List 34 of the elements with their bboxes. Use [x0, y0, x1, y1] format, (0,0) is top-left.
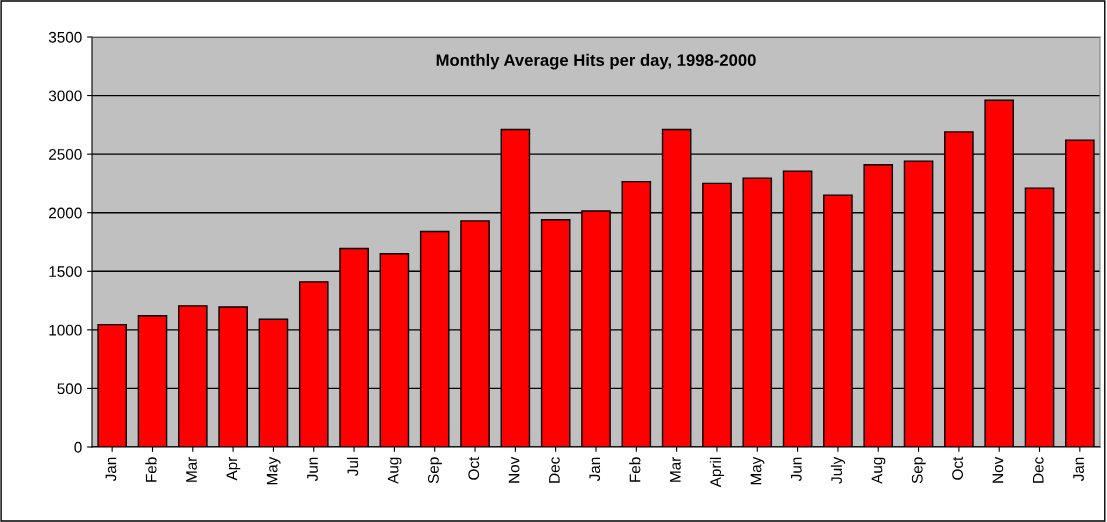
- x-tick-label: Dec: [1032, 457, 1044, 483]
- x-tick-label: April: [709, 457, 725, 488]
- y-tick-label: 2500: [49, 149, 82, 160]
- y-tick-label: 2000: [49, 207, 82, 219]
- y-tick-label: 0: [74, 441, 82, 453]
- x-tick-label: Sep: [911, 457, 926, 484]
- x-tick-label: Jul: [346, 457, 359, 477]
- x-tick-label: Nov: [992, 456, 1004, 483]
- x-tick-label: Jun: [307, 457, 318, 482]
- y-tick-label: 500: [57, 383, 82, 395]
- x-tick-label: Jan: [589, 457, 601, 482]
- x-tick-label: Nov: [508, 456, 520, 483]
- x-tick-label: Jun: [791, 457, 802, 482]
- x-tick-label: Aug: [387, 457, 402, 484]
- x-tick-label: Mar: [670, 456, 681, 482]
- x-tick-label: Jan: [105, 457, 117, 482]
- x-tick-label: Feb: [145, 457, 157, 482]
- x-tick-label: Apr: [226, 456, 241, 481]
- x-tick-label: Feb: [629, 457, 641, 482]
- text: Monthly Average Hits per day, 1998-2000: [436, 53, 756, 70]
- x-tick-label: May: [266, 456, 281, 485]
- x-tick-label: Sep: [428, 457, 442, 484]
- x-tick-label: Jan: [1073, 457, 1084, 482]
- x-tick-label: Mar: [186, 456, 197, 482]
- y-tick-label: 3000: [48, 90, 82, 102]
- x-tick-label: May: [750, 456, 765, 485]
- x-tick-label: July: [830, 456, 846, 484]
- y-tick-label: 1500: [49, 266, 82, 277]
- y-tick-label: 1000: [49, 324, 82, 336]
- x-tick-label: Oct: [468, 456, 480, 480]
- x-tick-label: Dec: [549, 457, 560, 483]
- x-tick-label: Oct: [952, 456, 963, 480]
- x-tick-label: Aug: [871, 457, 886, 484]
- y-tick-label: 3500: [48, 31, 82, 43]
